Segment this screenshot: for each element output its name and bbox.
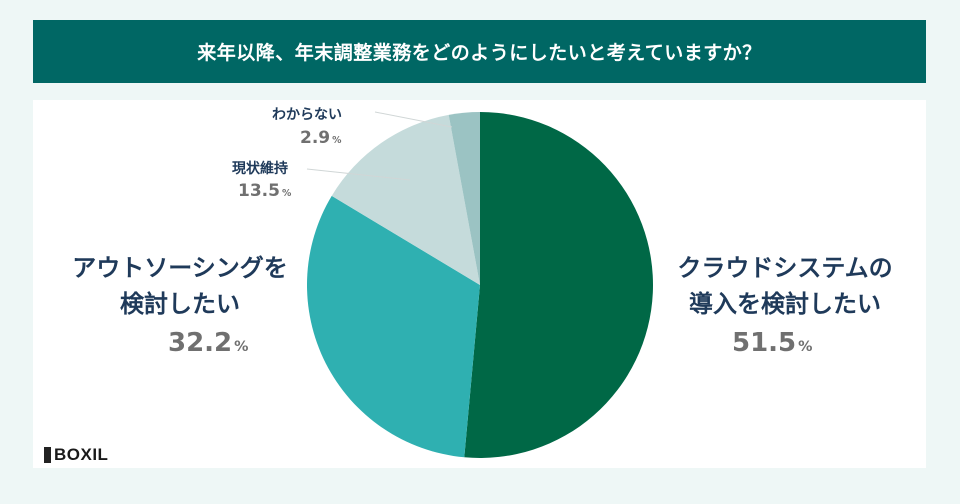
logo-mark-icon <box>44 447 51 463</box>
boxil-logo: BOXIL <box>44 445 108 465</box>
leader-line-unknown <box>374 111 453 128</box>
pct-unknown: 2.9% <box>300 128 342 148</box>
label-cloud-line2: 導入を検討したい <box>689 290 881 318</box>
pie-slice-unknown <box>448 112 480 285</box>
chart-title: 来年以降、年末調整業務をどのようにしたいと考えていますか？ <box>197 42 762 64</box>
label-unknown: わからない <box>272 107 342 123</box>
logo-text: BOXIL <box>54 445 109 464</box>
pct-outsourcing: 32.2% <box>168 328 249 358</box>
label-cloud-line1: クラウドシステムの <box>677 254 893 282</box>
pie-slice-outsourcing <box>307 195 480 458</box>
pie-slice-status-quo <box>331 114 480 285</box>
label-status-quo: 現状維持 <box>232 161 288 177</box>
label-outsourcing: アウトソーシングを 検討したい <box>50 250 310 322</box>
label-outsourcing-line2: 検討したい <box>120 290 240 318</box>
leader-line-status-quo <box>306 168 411 181</box>
label-outsourcing-line1: アウトソーシングを <box>72 254 288 282</box>
title-bar: 来年以降、年末調整業務をどのようにしたいと考えていますか？ <box>33 20 926 83</box>
pct-cloud: 51.5% <box>732 328 813 358</box>
label-cloud: クラウドシステムの 導入を検討したい <box>660 250 910 322</box>
pct-status-quo: 13.5% <box>238 181 292 201</box>
pie-slice-cloud <box>464 112 654 458</box>
